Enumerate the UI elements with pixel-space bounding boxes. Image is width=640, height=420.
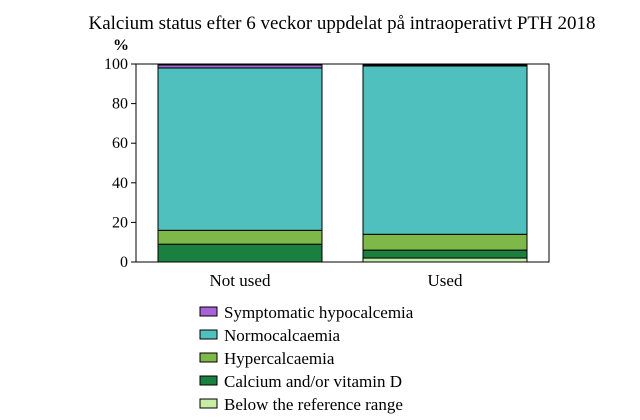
legend-label-calcium-and-or-vitamin-d: Calcium and/or vitamin D	[224, 372, 402, 391]
y-tick-label: 60	[112, 135, 128, 152]
bar-not-used-calcium-and-or-vitamin-d	[157, 243, 323, 263]
y-tick-label: 40	[112, 175, 128, 192]
legend-label-symptomatic-hypocalcemia: Symptomatic hypocalcemia	[224, 303, 414, 322]
legend-label-hypercalcaemia: Hypercalcaemia	[224, 349, 335, 368]
bar-not-used-normocalcaemia	[157, 67, 323, 231]
x-axis: Not used Used	[210, 271, 463, 290]
legend-swatch-normocalcaemia	[199, 329, 218, 340]
bar-used-hypercalcaemia	[362, 233, 528, 251]
bar-used-symptomatic-hypocalcemia	[362, 64, 528, 67]
bar-not-used-symptomatic-hypocalcemia	[157, 64, 323, 69]
bar-used-calcium-and-or-vitamin-d	[362, 249, 528, 259]
y-axis: 0 20 40 60 80 100	[104, 56, 136, 271]
y-axis-label: %	[113, 37, 129, 54]
y-tick-label: 0	[120, 254, 128, 271]
legend-swatch-below-the-reference-range	[199, 398, 218, 409]
legend-label-below-the-reference-range: Below the reference range	[224, 395, 403, 414]
y-tick-label: 100	[104, 56, 128, 73]
legend-swatch-symptomatic-hypocalcemia	[199, 306, 218, 317]
bar-not-used-hypercalcaemia	[157, 229, 323, 245]
legend-label-normocalcaemia: Normocalcaemia	[224, 326, 341, 345]
plot-frame	[135, 63, 550, 263]
x-category-label: Used	[428, 271, 463, 290]
chart-title: Kalcium status efter 6 veckor uppdelat p…	[88, 13, 595, 34]
legend: Symptomatic hypocalcemia Normocalcaemia Hy…	[199, 303, 414, 414]
y-tick-label: 20	[112, 214, 128, 231]
bars-layer	[157, 64, 528, 263]
x-category-label: Not used	[210, 271, 271, 290]
bar-used-below-the-reference-range	[362, 257, 528, 263]
legend-swatch-calcium-and-or-vitamin-d	[199, 375, 218, 386]
bar-used-normocalcaemia	[362, 65, 528, 235]
y-tick-label: 80	[112, 96, 128, 113]
legend-swatch-hypercalcaemia	[199, 352, 218, 363]
